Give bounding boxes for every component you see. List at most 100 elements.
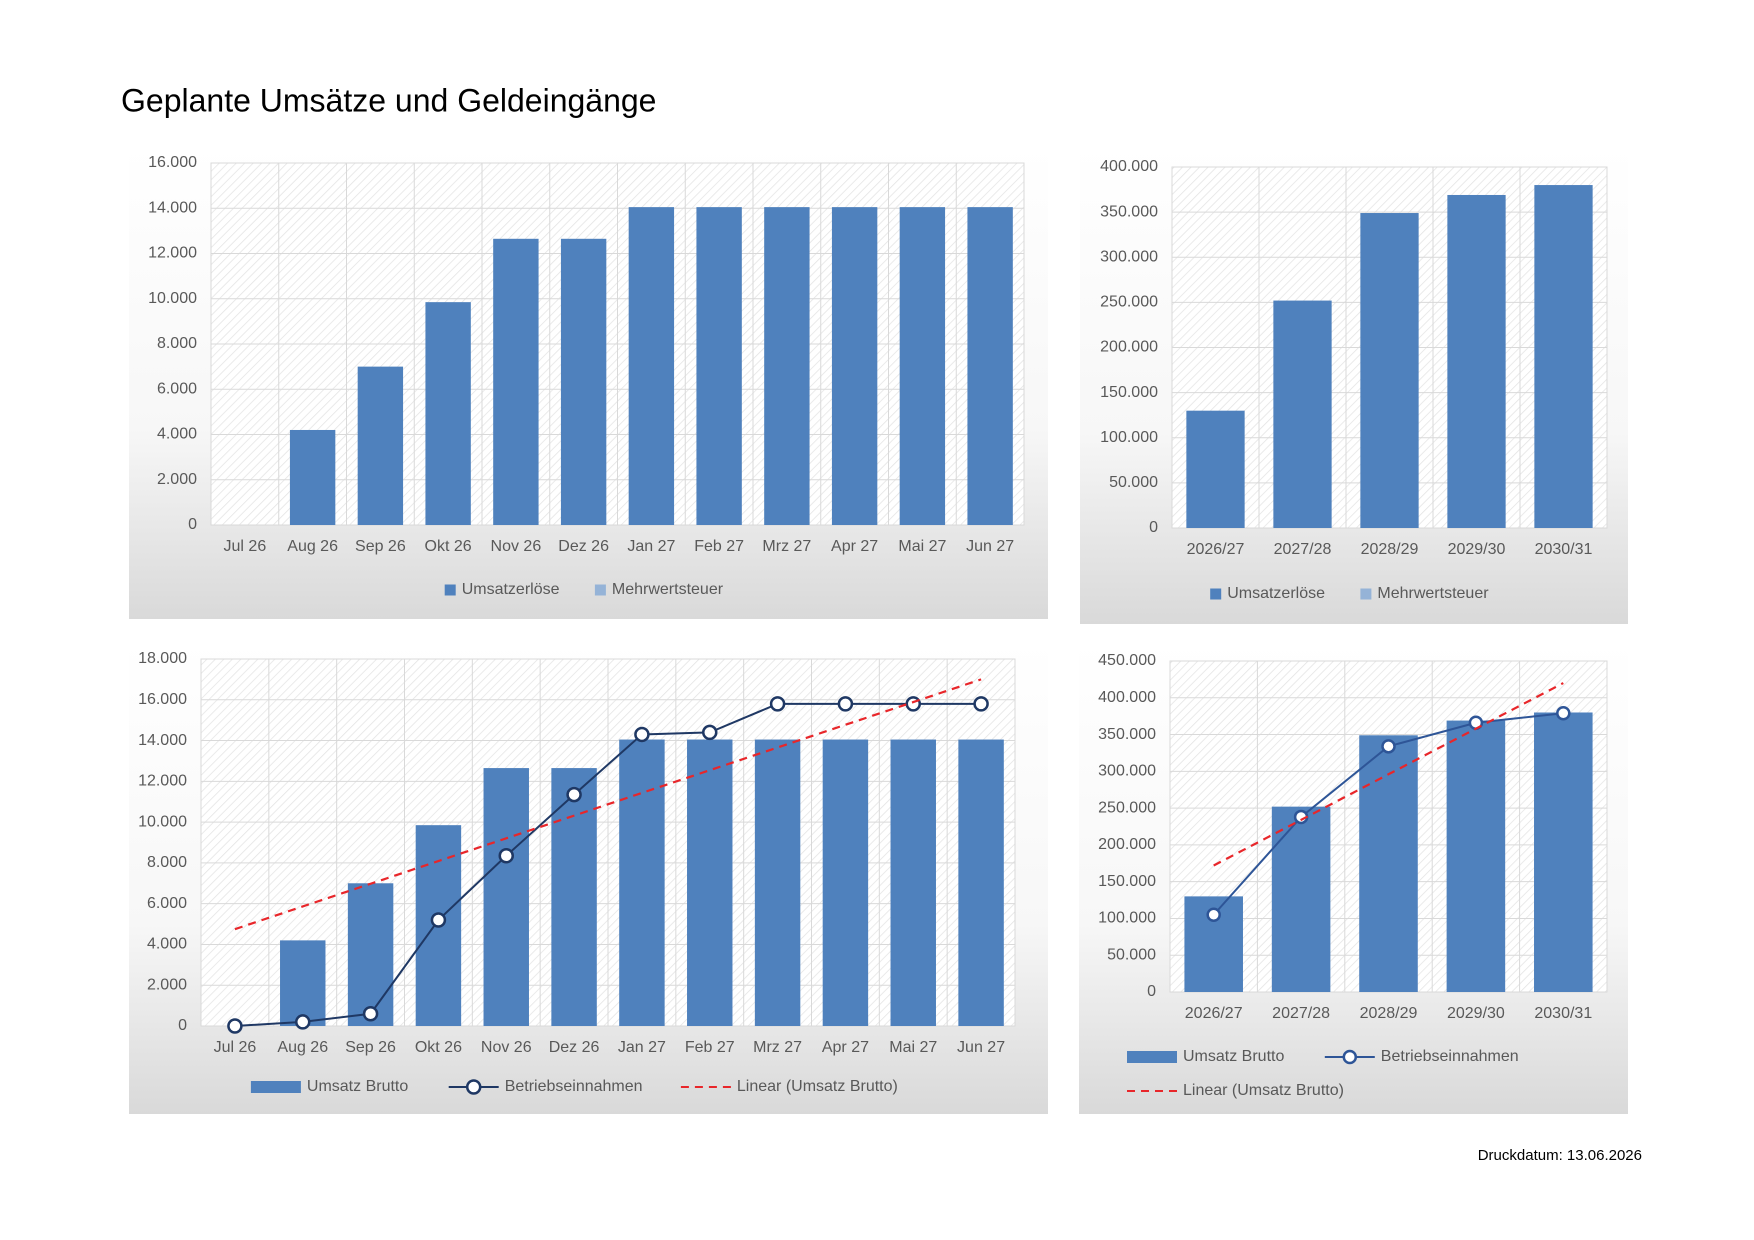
y-tick-label: 200.000 [1100, 339, 1158, 356]
point-marker [702, 724, 718, 741]
point-marker [566, 786, 582, 803]
bar [958, 739, 1004, 1026]
legend-label: Umsatzerlöse [1227, 585, 1325, 602]
bar [483, 768, 529, 1026]
x-tick-label: Sep 26 [345, 1039, 396, 1056]
bar [551, 768, 597, 1026]
y-tick-label: 250.000 [1098, 799, 1156, 816]
print-date: Druckdatum: 13.06.2026 [1478, 1147, 1642, 1164]
x-tick-label: Dez 26 [558, 538, 609, 555]
bar [1447, 194, 1506, 529]
y-tick-label: 4.000 [157, 426, 197, 443]
bar [822, 739, 869, 1026]
point-marker [362, 1006, 379, 1022]
bar [1271, 806, 1331, 992]
y-tick-label: 200.000 [1098, 836, 1156, 853]
legend-label: Linear (Umsatz Brutto) [1183, 1082, 1344, 1099]
point-marker [634, 726, 650, 743]
bar [619, 739, 665, 1026]
y-tick-label: 2.000 [147, 976, 187, 993]
point-marker [498, 848, 514, 864]
y-tick-label: 350.000 [1100, 203, 1158, 220]
legend-label: Umsatzerlöse [462, 581, 560, 598]
legend-swatch [1360, 588, 1372, 600]
x-tick-label: Jun 27 [957, 1039, 1005, 1056]
x-tick-label: Aug 26 [277, 1039, 328, 1056]
legend-marker [1342, 1049, 1358, 1065]
x-tick-label: Apr 27 [831, 538, 878, 555]
point-marker [769, 696, 786, 712]
y-tick-label: 16.000 [138, 691, 187, 708]
bar [754, 739, 801, 1026]
x-tick-label: Aug 26 [287, 538, 338, 555]
x-tick-label: Mai 27 [898, 538, 946, 555]
y-tick-label: 18.000 [138, 650, 187, 667]
point-marker [1381, 739, 1396, 754]
y-tick-label: 8.000 [157, 335, 197, 352]
bar [687, 739, 733, 1026]
x-tick-label: 2030/31 [1535, 541, 1593, 558]
bar [493, 238, 539, 525]
x-tick-label: 2028/29 [1360, 1005, 1418, 1022]
bar [1359, 735, 1418, 992]
bar [764, 207, 810, 525]
x-tick-label: Jul 26 [224, 538, 267, 555]
x-tick-label: 2027/28 [1274, 541, 1332, 558]
legend-label: Linear (Umsatz Brutto) [737, 1078, 898, 1095]
x-tick-label: 2026/27 [1187, 541, 1245, 558]
legend-label: Mehrwertsteuer [1377, 585, 1489, 602]
page-title: Geplante Umsätze und Geldeingänge [121, 82, 656, 118]
y-tick-label: 6.000 [147, 895, 187, 912]
x-tick-label: Jul 26 [214, 1039, 257, 1056]
legend-swatch [1210, 588, 1222, 600]
y-tick-label: 300.000 [1100, 248, 1158, 265]
y-tick-label: 50.000 [1109, 474, 1158, 491]
bar [347, 883, 394, 1026]
bar [425, 302, 471, 525]
point-marker [295, 1014, 311, 1030]
x-tick-label: 2030/31 [1534, 1005, 1592, 1022]
y-tick-label: 2.000 [157, 471, 197, 488]
x-tick-label: Dez 26 [549, 1039, 600, 1056]
y-tick-label: 6.000 [157, 380, 197, 397]
bar [628, 207, 675, 525]
point-marker [905, 696, 921, 712]
legend-label: Betriebseinnahmen [1381, 1048, 1519, 1065]
legend-swatch [250, 1081, 301, 1093]
bar [1186, 410, 1245, 528]
y-tick-label: 8.000 [147, 854, 187, 871]
bar [831, 207, 878, 525]
x-tick-label: Mrz 27 [753, 1039, 802, 1056]
y-tick-label: 250.000 [1100, 294, 1158, 311]
bar [289, 429, 336, 525]
x-tick-label: Feb 27 [694, 538, 744, 555]
point-marker [430, 912, 447, 928]
bar [357, 366, 404, 525]
y-tick-label: 150.000 [1098, 873, 1156, 890]
y-tick-label: 0 [1149, 519, 1158, 536]
line [234, 702, 982, 1027]
legend-label: Umsatz Brutto [1183, 1048, 1284, 1065]
x-tick-label: Mrz 27 [762, 538, 811, 555]
y-tick-label: 0 [1147, 983, 1156, 1000]
trend-line [234, 678, 982, 931]
y-tick-label: 450.000 [1098, 652, 1156, 669]
bar [280, 940, 326, 1026]
y-tick-label: 100.000 [1098, 910, 1156, 927]
legend-label: Mehrwertsteuer [612, 581, 724, 598]
y-tick-label: 0 [178, 1017, 187, 1034]
x-tick-label: Okt 26 [415, 1039, 462, 1056]
y-tick-label: 4.000 [147, 936, 187, 953]
x-tick-label: 2027/28 [1272, 1005, 1330, 1022]
bar [1360, 213, 1419, 528]
legend-swatch [594, 584, 606, 596]
y-tick-label: 14.000 [138, 732, 187, 749]
point-marker [837, 696, 854, 712]
y-tick-label: 50.000 [1107, 946, 1156, 963]
legend-marker [465, 1079, 482, 1095]
bar [1534, 712, 1593, 992]
x-tick-label: 2029/30 [1447, 1005, 1505, 1022]
bar [1446, 720, 1506, 992]
trend-line [1213, 682, 1564, 867]
